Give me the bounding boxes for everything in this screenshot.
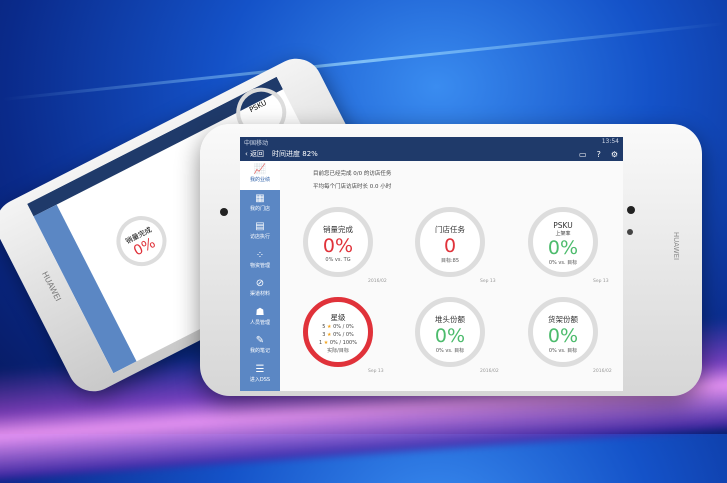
carrier: 中国移动: [244, 140, 269, 147]
visit-summary: 目前您已经完成 0/0 的访店任务: [313, 171, 392, 177]
visit-duration: 平均每个门店访店时长 0.0 小时: [313, 184, 392, 190]
chart-icon: 📈: [253, 164, 267, 175]
status-bar: 中国移动 13:54: [240, 137, 623, 147]
back-card-sales: 销量完成 0%: [107, 207, 176, 275]
card-value: 0: [443, 235, 457, 257]
sidebar-label: 物资管理: [249, 262, 270, 269]
card-star-rating[interactable]: 星级 5 ★ 0% / 0% 3 ★ 0% / 0% 1 ★ 0% / 100%…: [303, 297, 373, 367]
sidebar-item-stores[interactable]: ▦ 我的门店: [240, 190, 280, 219]
star-value: 0% / 0%: [333, 332, 354, 338]
note-icon: ✎: [255, 335, 265, 346]
card-sales[interactable]: 销量完成 0% 0% vs. TG: [303, 207, 373, 277]
card-title: 门店任务: [435, 225, 465, 234]
sidebar-label: 我的门店: [249, 205, 270, 212]
star-count: 5: [322, 324, 326, 330]
sidebar-item-visit[interactable]: ▤ 访店执行: [240, 218, 280, 247]
sidebar-label: 我的笔记: [249, 348, 270, 354]
help-icon[interactable]: ?: [596, 149, 601, 159]
card-store-tasks[interactable]: 门店任务 0 目标:85: [415, 207, 485, 277]
card-psku[interactable]: PSKU 上架率 0% 0% vs. 目标: [528, 207, 598, 277]
card-date: Sep 13: [480, 279, 496, 284]
people-icon: ☗: [255, 306, 265, 318]
clipboard-icon: ▤: [255, 221, 265, 232]
front-phone: HUAWEI 中国移动 13:54 ‹ 返回 时间进度 82% ▭? ⚙ 📈 我的业绩…: [200, 124, 702, 396]
star-count: 3: [322, 332, 326, 338]
paperclip-icon: ⊘: [255, 278, 265, 289]
settings-icon[interactable]: ⚙: [610, 149, 618, 159]
sidebar-item-materials[interactable]: ⁘ 物资管理: [240, 247, 280, 276]
camera: [220, 208, 228, 216]
card-value: 0%: [547, 237, 579, 259]
sidebar-item-performance[interactable]: 📈 我的业绩: [240, 161, 280, 190]
star-icon: ★: [326, 332, 332, 338]
card-footer: 0% vs. 目标: [435, 348, 465, 354]
card-footer: 目标:85: [440, 258, 460, 264]
sidebar-item-channel[interactable]: ⊘ 渠道材料: [240, 275, 280, 304]
sidebar-item-people[interactable]: ☗ 人员管理: [240, 304, 280, 333]
clock: 13:54: [601, 138, 619, 145]
background-light-streak: [1, 22, 726, 101]
card-footer: 实际/目标: [327, 348, 349, 354]
card-date: Sep 13: [368, 369, 384, 374]
sidebar-label: 我的业绩: [249, 177, 270, 183]
card-footer: 0% vs. TG: [325, 257, 351, 263]
card-value: 0%: [322, 235, 354, 257]
card-value: 0%: [434, 325, 466, 347]
card-title: 星级: [330, 313, 346, 322]
sidebar-label: 人员管理: [249, 319, 270, 326]
store-icon: ▦: [255, 192, 265, 204]
app-header: ‹ 返回 时间进度 82% ▭? ⚙: [240, 147, 623, 161]
card-title: 堆头份额: [435, 315, 465, 324]
star-icon: ★: [326, 324, 332, 330]
list-icon: ☰: [255, 363, 265, 375]
card-date: Sep 13: [593, 279, 609, 284]
star-value: 0% / 100%: [329, 340, 357, 346]
message-icon[interactable]: ▭: [579, 149, 587, 159]
card-title: 销量完成: [323, 225, 353, 234]
brand-logo: HUAWEI: [671, 231, 680, 261]
sidebar-item-notes[interactable]: ✎ 我的笔记: [240, 332, 280, 361]
card-date: 2016/02: [480, 369, 499, 374]
card-title: PSKU: [248, 98, 268, 115]
star-row: 3 ★ 0% / 0%: [308, 331, 368, 339]
sidebar-label: 渠道材料: [249, 291, 270, 297]
card-value: 0%: [547, 325, 579, 347]
back-label: 返回: [250, 150, 265, 158]
star-count: 1: [319, 340, 323, 346]
app-screen: 中国移动 13:54 ‹ 返回 时间进度 82% ▭? ⚙ 📈 我的业绩 ▦ 我的门店 …: [240, 137, 623, 391]
star-row: 1 ★ 0% / 100%: [308, 339, 368, 347]
card-footer: 0% vs. 目标: [548, 260, 578, 266]
front-camera: [627, 206, 635, 214]
card-date: 2016/02: [368, 279, 387, 284]
card-date: 2016/02: [593, 369, 612, 374]
card-title: PSKU: [553, 221, 573, 230]
star-row: 5 ★ 0% / 0%: [308, 323, 368, 331]
card-subtitle: 上架率: [555, 231, 571, 237]
card-display-share[interactable]: 堆头份额 0% 0% vs. 目标: [415, 297, 485, 367]
star-value: 0% / 0%: [333, 324, 354, 330]
card-title: 货架份额: [548, 315, 578, 324]
sidebar-label: 进入DSS: [249, 376, 271, 383]
grid-icon: ⁘: [255, 249, 265, 261]
time-progress: 时间进度 82%: [272, 150, 318, 158]
sidebar-label: 访店执行: [249, 234, 270, 240]
sensor: [627, 229, 633, 235]
sidebar-item-dss[interactable]: ☰ 进入DSS: [240, 361, 280, 390]
sidebar: 📈 我的业绩 ▦ 我的门店 ▤ 访店执行 ⁘ 物资管理 ⊘ 渠道材料 ☗ 人员管理 ✎ 我的笔…: [240, 161, 280, 391]
card-shelf-share[interactable]: 货架份额 0% 0% vs. 目标: [528, 297, 598, 367]
star-icon: ★: [323, 340, 329, 346]
back-button[interactable]: ‹ 返回: [245, 150, 265, 158]
brand-logo: HUAWEI: [40, 270, 63, 303]
dashboard: 目前您已经完成 0/0 的访店任务 平均每个门店访店时长 0.0 小时 销量完成…: [280, 161, 623, 391]
card-footer: 0% vs. 目标: [548, 348, 578, 354]
